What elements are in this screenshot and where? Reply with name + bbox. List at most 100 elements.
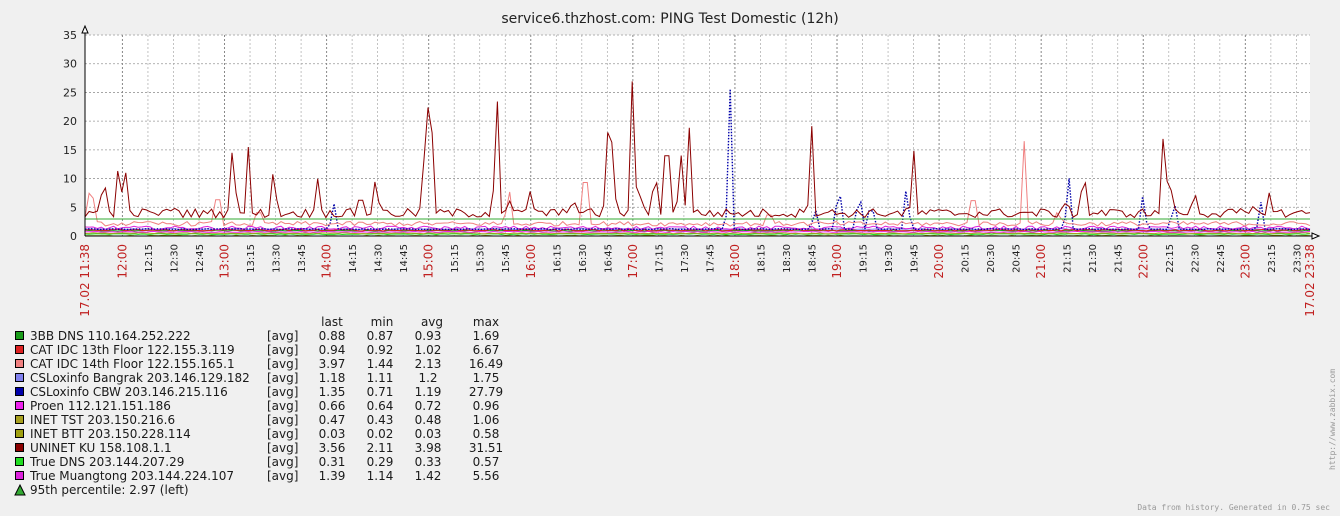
legend-min: 1.44 bbox=[366, 357, 394, 371]
x-tick-label: 16:30 bbox=[578, 244, 589, 273]
x-tick-label: 19:00 bbox=[830, 244, 844, 279]
legend-series-name: 3BB DNS 110.164.252.222 bbox=[30, 329, 191, 343]
legend-func: [avg] bbox=[267, 357, 299, 371]
x-tick-label: 23:00 bbox=[1238, 244, 1252, 279]
x-tick-label: 18:00 bbox=[728, 244, 742, 279]
legend-last: 1.18 bbox=[318, 371, 346, 385]
generation-footer: Data from history. Generated in 0.75 sec bbox=[1137, 503, 1330, 512]
chart-title: service6.thzhost.com: PING Test Domestic… bbox=[501, 11, 838, 27]
legend-min: 1.11 bbox=[366, 371, 394, 385]
x-tick-label: 19:45 bbox=[910, 244, 921, 273]
legend-row: CAT IDC 13th Floor 122.155.3.119 [avg] 0.9… bbox=[14, 343, 534, 357]
x-tick-label: 15:15 bbox=[450, 244, 461, 273]
x-tick-label: 12:45 bbox=[195, 244, 206, 273]
legend-avg: 0.03 bbox=[414, 427, 442, 441]
legend-swatch bbox=[15, 373, 24, 382]
percentile-label: 95th percentile: 2.97 (left) bbox=[30, 483, 189, 497]
legend-row: CAT IDC 14th Floor 122.155.165.1 [avg] 3.9… bbox=[14, 357, 534, 371]
legend-avg: 0.48 bbox=[414, 413, 442, 427]
x-tick-label: 13:00 bbox=[218, 244, 232, 279]
plot-area bbox=[85, 35, 1310, 236]
legend-func: [avg] bbox=[267, 371, 299, 385]
legend-swatch bbox=[15, 443, 24, 452]
x-tick-label: 18:30 bbox=[782, 244, 793, 273]
legend-func: [avg] bbox=[267, 329, 299, 343]
x-axis-arrow bbox=[1311, 232, 1321, 240]
legend-max: 1.75 bbox=[472, 371, 500, 385]
legend-avg: 3.98 bbox=[414, 441, 442, 455]
legend-func: [avg] bbox=[267, 413, 299, 427]
x-tick-label: 18:15 bbox=[756, 244, 767, 273]
x-tick-label: 23:30 bbox=[1292, 244, 1303, 273]
legend-func: [avg] bbox=[267, 385, 299, 399]
legend-series-name: CSLoxinfo CBW 203.146.215.116 bbox=[30, 385, 228, 399]
legend-max: 6.67 bbox=[472, 343, 500, 357]
legend-min: 2.11 bbox=[366, 441, 394, 455]
legend-min: 0.29 bbox=[366, 455, 394, 469]
x-tick-label: 20:00 bbox=[932, 244, 946, 279]
y-tick-label: 20 bbox=[63, 115, 77, 128]
legend-last: 0.47 bbox=[318, 413, 346, 427]
x-tick-label: 13:15 bbox=[246, 244, 257, 273]
x-tick-label: 17:30 bbox=[680, 244, 691, 273]
zabbix-watermark: http://www.zabbix.com bbox=[1328, 368, 1337, 470]
legend-swatch bbox=[15, 457, 24, 466]
x-tick-label: 20:30 bbox=[986, 244, 997, 273]
legend-swatch bbox=[15, 359, 24, 368]
x-tick-label: 15:00 bbox=[422, 244, 436, 279]
x-tick-label: 15:45 bbox=[501, 244, 512, 273]
legend-func: [avg] bbox=[267, 441, 299, 455]
x-tick-label: 16:15 bbox=[552, 244, 563, 273]
y-tick-label: 25 bbox=[63, 86, 77, 99]
y-tick-labels: 0 5 10 15 20 25 30 35 bbox=[63, 29, 77, 243]
x-tick-label: 17:45 bbox=[705, 244, 716, 273]
legend-avg: 2.13 bbox=[414, 357, 442, 371]
series-line bbox=[84, 225, 1311, 231]
x-tick-label: 15:30 bbox=[476, 244, 487, 273]
series-line bbox=[84, 89, 1311, 231]
legend-header-last: last bbox=[321, 315, 343, 329]
legend-max: 16.49 bbox=[468, 357, 504, 371]
legend-row: UNINET KU 158.108.1.1 [avg] 3.56 2.11 3.98 31… bbox=[14, 441, 534, 455]
legend-max: 31.51 bbox=[468, 441, 504, 455]
x-tick-label: 23:15 bbox=[1267, 244, 1278, 273]
x-tick-label: 12:30 bbox=[169, 244, 180, 273]
series-line bbox=[85, 230, 1311, 233]
x-tick-label: 21:15 bbox=[1063, 244, 1074, 273]
legend-header-min: min bbox=[370, 315, 394, 329]
legend-swatch bbox=[15, 345, 24, 354]
x-tick-label: 21:00 bbox=[1034, 244, 1048, 279]
legend-min: 0.64 bbox=[366, 399, 394, 413]
legend-series-name: UNINET KU 158.108.1.1 bbox=[30, 441, 172, 455]
percentile-triangle-icon bbox=[14, 484, 26, 496]
legend-series-name: True DNS 203.144.207.29 bbox=[30, 455, 185, 469]
legend-swatch bbox=[15, 471, 24, 480]
legend-avg: 1.42 bbox=[414, 469, 442, 483]
legend-row: CSLoxinfo Bangrak 203.146.129.182 [avg] 1.… bbox=[14, 371, 534, 385]
legend-series-name: CAT IDC 14th Floor 122.155.165.1 bbox=[30, 357, 235, 371]
legend-avg: 1.19 bbox=[414, 385, 442, 399]
legend-func: [avg] bbox=[267, 455, 299, 469]
x-tick-label: 16:45 bbox=[603, 244, 614, 273]
legend-avg: 0.33 bbox=[414, 455, 442, 469]
legend-swatch bbox=[15, 387, 24, 396]
x-tick-label: 22:30 bbox=[1190, 244, 1201, 273]
legend-min: 0.71 bbox=[366, 385, 394, 399]
y-tick-label: 5 bbox=[70, 201, 77, 214]
legend-swatch bbox=[15, 401, 24, 410]
legend-min: 0.92 bbox=[366, 343, 394, 357]
x-tick-labels: 12:00 12:15 12:30 12:45 13:00 13:15 13:30 13:45… bbox=[78, 244, 1317, 317]
x-tick-label: 14:00 bbox=[320, 244, 334, 279]
legend-series-name: CAT IDC 13th Floor 122.155.3.119 bbox=[30, 343, 235, 357]
legend-last: 0.66 bbox=[318, 399, 346, 413]
legend-avg: 0.93 bbox=[414, 329, 442, 343]
y-tick-label: 15 bbox=[63, 144, 77, 157]
legend-series-name: INET BTT 203.150.228.114 bbox=[30, 427, 191, 441]
legend-avg: 1.02 bbox=[414, 343, 442, 357]
legend-min: 0.87 bbox=[366, 329, 394, 343]
x-tick-label: 13:30 bbox=[272, 244, 283, 273]
legend-row: INET TST 203.150.216.6 [avg] 0.47 0.43 0.48 1… bbox=[14, 413, 534, 427]
y-tick-label: 0 bbox=[70, 230, 77, 243]
legend-row: INET BTT 203.150.228.114 [avg] 0.03 0.02 0.0… bbox=[14, 427, 534, 441]
